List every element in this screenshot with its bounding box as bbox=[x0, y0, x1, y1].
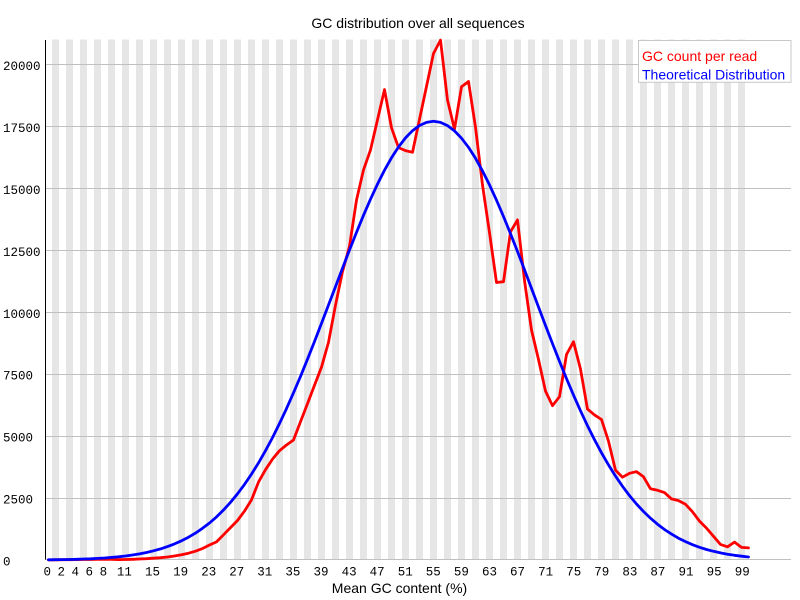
svg-text:47: 47 bbox=[370, 565, 385, 579]
svg-text:20000: 20000 bbox=[3, 60, 41, 74]
svg-text:75: 75 bbox=[566, 565, 581, 579]
svg-text:2: 2 bbox=[57, 565, 65, 579]
svg-text:0: 0 bbox=[43, 565, 51, 579]
svg-text:43: 43 bbox=[342, 565, 357, 579]
svg-text:31: 31 bbox=[257, 565, 272, 579]
svg-text:17500: 17500 bbox=[3, 122, 41, 136]
svg-text:67: 67 bbox=[510, 565, 525, 579]
svg-text:91: 91 bbox=[678, 565, 693, 579]
svg-text:27: 27 bbox=[229, 565, 244, 579]
svg-text:Mean GC content (%): Mean GC content (%) bbox=[332, 580, 467, 596]
svg-text:15: 15 bbox=[145, 565, 160, 579]
svg-text:10000: 10000 bbox=[3, 308, 41, 322]
svg-text:GC count per read: GC count per read bbox=[642, 48, 757, 64]
svg-text:51: 51 bbox=[398, 565, 413, 579]
svg-text:Theoretical Distribution: Theoretical Distribution bbox=[642, 67, 785, 83]
svg-text:59: 59 bbox=[454, 565, 469, 579]
svg-text:55: 55 bbox=[426, 565, 441, 579]
svg-text:39: 39 bbox=[313, 565, 328, 579]
svg-text:79: 79 bbox=[594, 565, 609, 579]
svg-text:8: 8 bbox=[100, 565, 108, 579]
svg-text:71: 71 bbox=[538, 565, 553, 579]
svg-text:12500: 12500 bbox=[3, 246, 41, 260]
svg-text:11: 11 bbox=[117, 565, 132, 579]
svg-text:19: 19 bbox=[173, 565, 188, 579]
svg-text:63: 63 bbox=[482, 565, 497, 579]
svg-text:87: 87 bbox=[650, 565, 665, 579]
svg-text:7500: 7500 bbox=[3, 370, 33, 384]
svg-text:23: 23 bbox=[201, 565, 216, 579]
svg-text:GC distribution over all seque: GC distribution over all sequences bbox=[311, 15, 524, 31]
svg-text:83: 83 bbox=[622, 565, 637, 579]
svg-text:35: 35 bbox=[285, 565, 300, 579]
svg-text:95: 95 bbox=[707, 565, 722, 579]
svg-text:15000: 15000 bbox=[3, 184, 41, 198]
svg-text:6: 6 bbox=[86, 565, 94, 579]
svg-text:4: 4 bbox=[72, 565, 80, 579]
svg-text:0: 0 bbox=[3, 555, 11, 569]
svg-text:2500: 2500 bbox=[3, 494, 33, 508]
svg-text:99: 99 bbox=[735, 565, 750, 579]
svg-text:5000: 5000 bbox=[3, 432, 33, 446]
